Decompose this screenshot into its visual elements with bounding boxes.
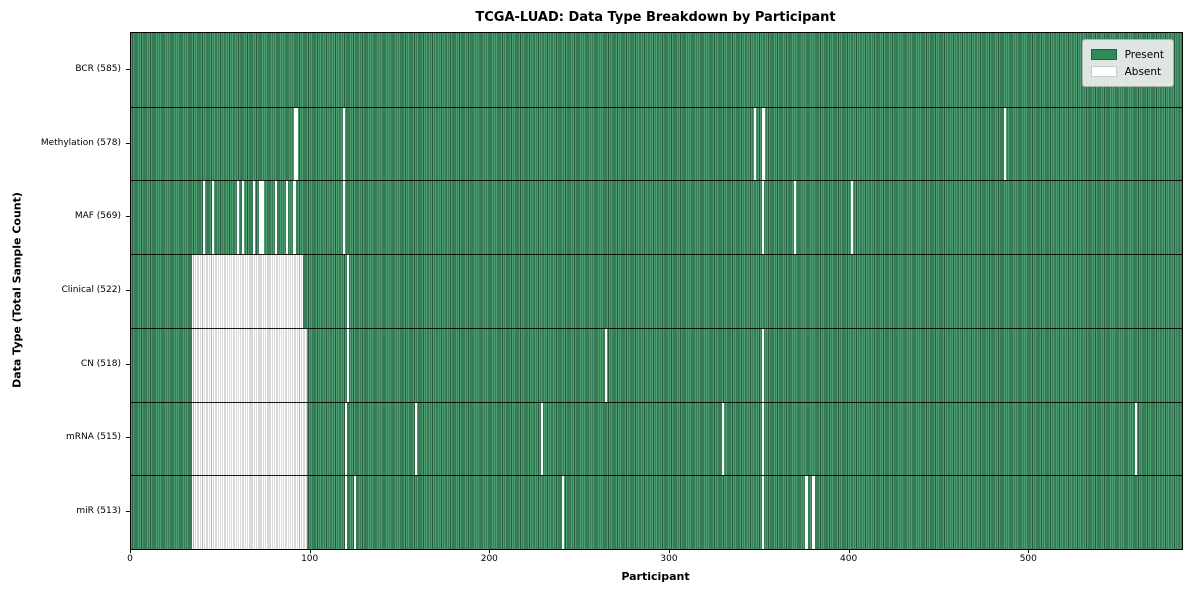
absent-stripe xyxy=(414,401,417,476)
absent-stripe xyxy=(192,401,308,476)
y-tick-label-mir: miR (513) xyxy=(76,506,121,517)
absent-stripe xyxy=(793,180,796,255)
x-tick-mark xyxy=(489,549,491,553)
present-swatch-icon xyxy=(1090,49,1117,60)
y-tick-label-methylation: Methylation (578) xyxy=(40,137,121,148)
absent-stripe xyxy=(285,180,288,255)
absent-stripe xyxy=(253,180,256,255)
absent-stripe xyxy=(242,180,245,255)
absent-stripe xyxy=(346,254,349,328)
legend-item-present: Present xyxy=(1090,46,1164,63)
x-tick-mark xyxy=(1028,549,1030,553)
y-tick-label-cn: CN (518) xyxy=(80,358,121,369)
absent-stripe xyxy=(811,475,816,549)
row-separator xyxy=(131,475,1182,477)
x-tick-mark xyxy=(668,549,670,553)
x-axis-label: Participant xyxy=(621,570,690,583)
data-row-methylation xyxy=(131,106,1182,181)
data-row-mrna xyxy=(131,401,1182,476)
y-tick-mark xyxy=(126,216,130,218)
absent-stripe xyxy=(342,180,345,255)
y-tick-mark xyxy=(126,363,130,365)
row-separator xyxy=(131,254,1182,256)
y-tick-label-mrna: mRNA (515) xyxy=(66,432,121,443)
absent-stripe xyxy=(722,401,725,476)
plot-area: Present Absent xyxy=(130,32,1183,550)
y-tick-label-bcr: BCR (585) xyxy=(75,63,121,74)
y-tick-mark xyxy=(126,511,130,513)
data-row-bcr xyxy=(131,33,1182,107)
absent-stripe xyxy=(292,180,297,255)
absent-swatch-icon xyxy=(1090,66,1117,77)
legend: Present Absent xyxy=(1081,39,1174,87)
row-separator xyxy=(131,327,1182,329)
y-tick-mark xyxy=(126,437,130,439)
absent-stripe xyxy=(851,180,854,255)
absent-stripe xyxy=(192,327,308,402)
absent-stripe xyxy=(761,327,764,402)
row-separator xyxy=(131,180,1182,182)
absent-stripe xyxy=(236,180,239,255)
absent-stripe xyxy=(202,180,205,255)
data-row-cn xyxy=(131,327,1182,402)
x-tick-label: 0 xyxy=(127,554,133,564)
x-tick-label: 300 xyxy=(660,554,678,564)
absent-stripe xyxy=(294,106,299,181)
absent-stripe xyxy=(754,106,757,181)
absent-stripe xyxy=(192,254,304,328)
absent-stripe xyxy=(344,475,347,549)
absent-stripe xyxy=(346,327,349,402)
x-tick-label: 500 xyxy=(1019,554,1037,564)
absent-stripe xyxy=(540,401,543,476)
absent-stripe xyxy=(605,327,608,402)
absent-stripe xyxy=(192,475,308,549)
absent-stripe xyxy=(804,475,809,549)
absent-stripe xyxy=(211,180,214,255)
x-tick-mark xyxy=(848,549,850,553)
y-axis-label: Data Type (Total Sample Count) xyxy=(10,192,24,388)
absent-stripe xyxy=(353,475,356,549)
absent-stripe xyxy=(761,401,764,476)
row-separator xyxy=(131,401,1182,403)
data-row-mir xyxy=(131,475,1182,549)
absent-stripe xyxy=(274,180,277,255)
data-row-maf xyxy=(131,180,1182,255)
absent-stripe xyxy=(761,180,764,255)
data-row-clinical xyxy=(131,254,1182,328)
x-tick-mark xyxy=(309,549,311,553)
legend-item-absent: Absent xyxy=(1090,63,1164,80)
y-tick-mark xyxy=(126,68,130,70)
absent-stripe xyxy=(342,106,345,181)
y-tick-label-clinical: Clinical (522) xyxy=(61,285,121,295)
legend-label-present: Present xyxy=(1124,48,1164,61)
x-tick-label: 100 xyxy=(301,554,319,564)
absent-stripe xyxy=(761,106,766,181)
legend-label-absent: Absent xyxy=(1124,65,1162,78)
absent-stripe xyxy=(1135,401,1138,476)
absent-stripe xyxy=(1004,106,1007,181)
x-tick-label: 200 xyxy=(480,554,498,564)
chart-title: TCGA-LUAD: Data Type Breakdown by Partic… xyxy=(475,10,836,25)
y-tick-mark xyxy=(126,142,130,144)
y-tick-mark xyxy=(126,290,130,291)
absent-stripe xyxy=(562,475,565,549)
absent-stripe xyxy=(761,475,764,549)
x-tick-label: 400 xyxy=(840,554,858,564)
row-separator xyxy=(131,106,1182,108)
x-tick-mark xyxy=(130,549,131,553)
absent-stripe xyxy=(258,180,264,255)
absent-stripe xyxy=(344,401,347,476)
y-tick-label-maf: MAF (569) xyxy=(74,211,121,222)
